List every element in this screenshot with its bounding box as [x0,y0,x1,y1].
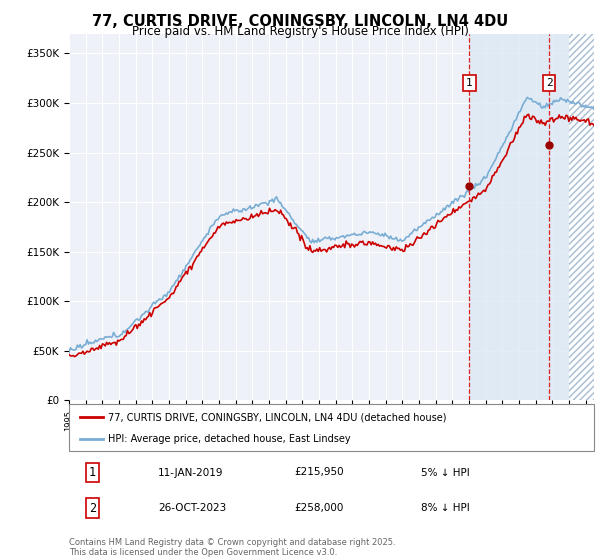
Text: £258,000: £258,000 [295,503,344,513]
Text: £215,950: £215,950 [295,468,344,478]
Text: Contains HM Land Registry data © Crown copyright and database right 2025.
This d: Contains HM Land Registry data © Crown c… [69,538,395,557]
Text: 1: 1 [466,78,473,88]
Text: 11-JAN-2019: 11-JAN-2019 [158,468,224,478]
Point [100,414,107,421]
Point [76,414,83,421]
FancyBboxPatch shape [69,404,594,451]
Text: 5% ↓ HPI: 5% ↓ HPI [421,468,470,478]
Text: 2: 2 [89,502,96,515]
Point [76,436,83,442]
Point [100,436,107,442]
Text: 26-OCT-2023: 26-OCT-2023 [158,503,227,513]
Text: 77, CURTIS DRIVE, CONINGSBY, LINCOLN, LN4 4DU (detached house): 77, CURTIS DRIVE, CONINGSBY, LINCOLN, LN… [109,412,447,422]
Text: 77, CURTIS DRIVE, CONINGSBY, LINCOLN, LN4 4DU: 77, CURTIS DRIVE, CONINGSBY, LINCOLN, LN… [92,14,508,29]
Text: 1: 1 [89,466,96,479]
Text: HPI: Average price, detached house, East Lindsey: HPI: Average price, detached house, East… [109,434,351,444]
Text: Price paid vs. HM Land Registry's House Price Index (HPI): Price paid vs. HM Land Registry's House … [131,25,469,38]
Bar [469,34,569,400]
Text: 2: 2 [546,78,553,88]
Text: 8% ↓ HPI: 8% ↓ HPI [421,503,470,513]
Bar [569,34,594,400]
